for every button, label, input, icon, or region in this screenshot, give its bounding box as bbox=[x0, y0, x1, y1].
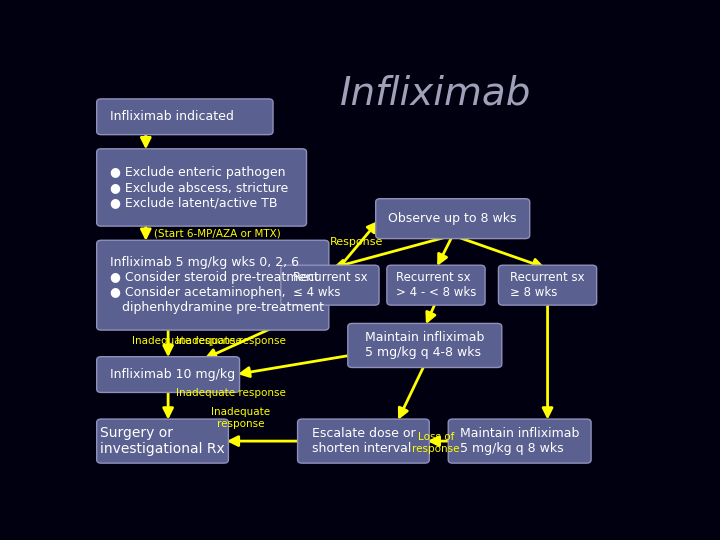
Text: Escalate dose or
shorten interval: Escalate dose or shorten interval bbox=[312, 427, 415, 455]
Text: Infliximab: Infliximab bbox=[341, 75, 531, 113]
Text: Infliximab indicated: Infliximab indicated bbox=[109, 110, 233, 123]
Text: Maintain infliximab
5 mg/kg q 8 wks: Maintain infliximab 5 mg/kg q 8 wks bbox=[460, 427, 580, 455]
Text: Inadequate response: Inadequate response bbox=[176, 336, 287, 346]
FancyBboxPatch shape bbox=[96, 419, 228, 463]
Text: ● Exclude enteric pathogen
● Exclude abscess, stricture
● Exclude latent/active : ● Exclude enteric pathogen ● Exclude abs… bbox=[109, 166, 288, 209]
FancyBboxPatch shape bbox=[297, 419, 429, 463]
FancyBboxPatch shape bbox=[376, 199, 530, 239]
FancyBboxPatch shape bbox=[96, 240, 329, 330]
Text: Inadequate
response: Inadequate response bbox=[211, 407, 270, 429]
Text: Maintain infliximab
5 mg/kg q 4-8 wks: Maintain infliximab 5 mg/kg q 4-8 wks bbox=[365, 332, 485, 360]
Text: Infliximab 5 mg/kg wks 0, 2, 6
● Consider steroid pre-treatment
● Consider aceta: Infliximab 5 mg/kg wks 0, 2, 6 ● Conside… bbox=[109, 256, 323, 314]
Text: Observe up to 8 wks: Observe up to 8 wks bbox=[389, 212, 517, 225]
FancyBboxPatch shape bbox=[96, 99, 273, 134]
FancyBboxPatch shape bbox=[348, 323, 502, 368]
Text: Inadequate response: Inadequate response bbox=[176, 388, 287, 399]
FancyBboxPatch shape bbox=[281, 265, 379, 305]
Text: Recurrent sx
≤ 4 wks: Recurrent sx ≤ 4 wks bbox=[292, 271, 367, 299]
FancyBboxPatch shape bbox=[498, 265, 597, 305]
FancyBboxPatch shape bbox=[96, 149, 307, 226]
Text: Infliximab 10 mg/kg: Infliximab 10 mg/kg bbox=[109, 368, 235, 381]
FancyBboxPatch shape bbox=[449, 419, 591, 463]
Text: Loss of
response: Loss of response bbox=[413, 432, 459, 454]
FancyBboxPatch shape bbox=[96, 357, 240, 393]
Text: Recurrent sx
> 4 - < 8 wks: Recurrent sx > 4 - < 8 wks bbox=[396, 271, 476, 299]
Text: Inadequate response: Inadequate response bbox=[132, 336, 242, 346]
Text: (Start 6-MP/AZA or MTX): (Start 6-MP/AZA or MTX) bbox=[154, 228, 281, 238]
Text: Surgery or
investigational Rx: Surgery or investigational Rx bbox=[100, 426, 225, 456]
FancyBboxPatch shape bbox=[387, 265, 485, 305]
Text: Response: Response bbox=[330, 237, 383, 247]
Text: Recurrent sx
≥ 8 wks: Recurrent sx ≥ 8 wks bbox=[510, 271, 585, 299]
